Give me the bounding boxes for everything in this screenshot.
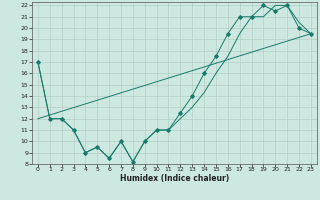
X-axis label: Humidex (Indice chaleur): Humidex (Indice chaleur): [120, 174, 229, 183]
